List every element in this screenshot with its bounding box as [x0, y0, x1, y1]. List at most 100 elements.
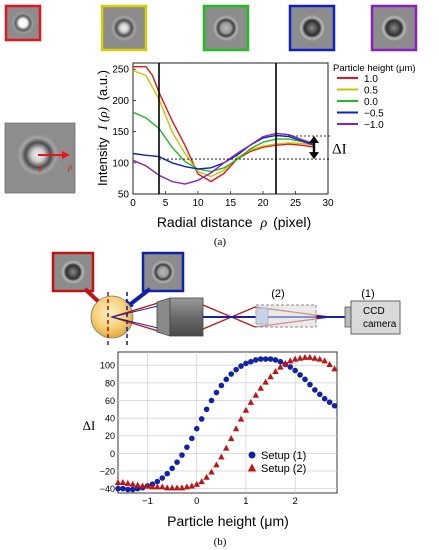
- chart-a-y-label: Intensity I (ρ) (a.u.): [95, 70, 110, 186]
- chart-a-legend: Particle height (μm) 1.00.50.0−0.5−1.0: [333, 63, 416, 131]
- chart-b: −1 0 1 2 −40 −20 0 20 40 60 80 100 Setup (1)Setup (…: [83, 351, 338, 548]
- chart-b-grid: [118, 352, 337, 493]
- data-point-setup1: [272, 357, 279, 363]
- data-point-setup1: [159, 475, 166, 481]
- data-point-setup1: [120, 485, 126, 492]
- y-tick-label: 150: [112, 127, 129, 138]
- data-point-setup1: [316, 391, 323, 398]
- data-point-setup2: [311, 354, 319, 361]
- legend-label-0: 1.0: [364, 74, 378, 85]
- data-point-setup1: [312, 387, 318, 393]
- delta-i-label: ΔI: [332, 142, 347, 158]
- data-point-setup2: [149, 483, 156, 490]
- data-point-setup1: [184, 444, 190, 450]
- data-point-setup1: [321, 395, 328, 402]
- y-tick-label: 40: [105, 414, 115, 424]
- data-point-setup1: [257, 356, 264, 362]
- y-label-symbol: I: [95, 125, 110, 131]
- data-point-setup1: [213, 389, 220, 396]
- svg-text:Intensity I (ρ: Intensity I (ρ) (a.u.): [95, 70, 110, 186]
- series-line-1: [132, 69, 316, 178]
- data-point-setup2: [291, 355, 299, 362]
- data-point-setup2: [301, 353, 309, 360]
- y-tick-label: 20: [105, 431, 115, 441]
- data-point-setup2: [159, 483, 166, 490]
- chart-a: 0 5 10 15 20 25 30 50 100 150 200 250 ΔI Intensity …: [95, 62, 416, 248]
- camera-label-line2: camera: [363, 319, 397, 330]
- setup-diagram: (2) CCD camera (1): [51, 251, 401, 345]
- data-point-setup1: [307, 381, 313, 388]
- x-tick-label: 5: [163, 198, 169, 209]
- data-point-setup1: [292, 367, 298, 374]
- x-tick-label: 15: [225, 198, 237, 209]
- data-point-setup2: [252, 391, 259, 398]
- legend-label-2: 0.0: [364, 97, 378, 108]
- data-point-setup2: [188, 482, 196, 489]
- data-point-setup1: [203, 406, 210, 413]
- delta-arrow-up: [309, 135, 319, 143]
- camera-label-line1: CCD: [363, 306, 385, 317]
- data-point-setup1: [189, 435, 195, 442]
- x-tick-label: 1: [243, 496, 248, 507]
- chart-b-series: [114, 353, 338, 493]
- series-line-0: [133, 66, 316, 183]
- y-label-arg: (ρ): [95, 107, 110, 122]
- x-tick-label: 10: [192, 198, 204, 209]
- objective-front: [156, 297, 171, 337]
- y-tick-label: −20: [100, 466, 115, 476]
- data-point-setup2: [267, 373, 274, 380]
- data-point-setup2: [168, 484, 176, 491]
- data-point-setup2: [139, 482, 146, 489]
- chart-b-ticks: −1 0 1 2 −40 −20 0 20 40 60 80 100: [100, 361, 298, 507]
- y-tick-label: 200: [112, 96, 129, 107]
- data-point-setup2: [144, 482, 151, 489]
- data-point-setup1: [238, 363, 244, 369]
- data-point-setup1: [129, 486, 136, 493]
- data-point-setup1: [223, 376, 230, 383]
- x-tick-label: 2: [293, 496, 298, 507]
- data-point-setup2: [306, 353, 314, 360]
- data-point-setup2: [198, 478, 205, 485]
- panel-label-b: (b): [214, 536, 227, 548]
- y-tick-label: 80: [105, 378, 115, 388]
- thumbnail-yellow: [100, 4, 148, 52]
- x-label-unit: (pixel): [273, 214, 311, 230]
- chart-a-delta-marker: ΔI: [159, 135, 347, 160]
- thumbnail-red: [4, 4, 42, 42]
- setup-2-label: (2): [271, 288, 284, 300]
- data-point-setup2: [237, 415, 245, 422]
- data-point-setup2: [218, 453, 225, 460]
- data-point-setup1: [243, 360, 249, 367]
- data-point-setup2: [287, 357, 294, 364]
- data-point-setup2: [262, 378, 269, 385]
- chart-b-y-label: ΔI: [83, 418, 96, 433]
- data-point-setup1: [262, 356, 269, 362]
- data-point-setup2: [119, 479, 127, 486]
- data-point-setup1: [174, 459, 180, 465]
- data-point-setup1: [233, 366, 239, 373]
- diagram-thumb-blue: [141, 251, 185, 293]
- data-point-setup1: [331, 402, 338, 409]
- thumbnail-blue: [288, 4, 336, 52]
- data-point-setup2: [124, 479, 132, 486]
- data-point-setup1: [277, 358, 284, 365]
- setup-2-lens: [255, 307, 269, 325]
- data-point-setup1: [297, 372, 303, 378]
- data-point-setup2: [232, 425, 240, 432]
- data-point-setup2: [173, 484, 181, 491]
- x-tick-label: 0: [130, 198, 136, 209]
- diagram-thumb-red: [51, 251, 95, 293]
- data-point-setup2: [272, 367, 279, 374]
- legend-label-1: Setup (2): [261, 463, 306, 475]
- chart-a-x-label: Radial distance ρ (pixel): [157, 214, 311, 231]
- x-tick-label: 25: [290, 198, 302, 209]
- legend-marker-1: [247, 463, 257, 472]
- data-point-setup2: [321, 357, 328, 364]
- data-point-setup2: [282, 360, 289, 367]
- chart-a-plot-area: [132, 62, 329, 195]
- data-point-setup1: [228, 371, 234, 377]
- chart-b-x-label: Particle height (μm): [167, 513, 289, 529]
- x-label-text: Radial distance: [157, 214, 253, 230]
- y-tick-label: 0: [110, 449, 115, 459]
